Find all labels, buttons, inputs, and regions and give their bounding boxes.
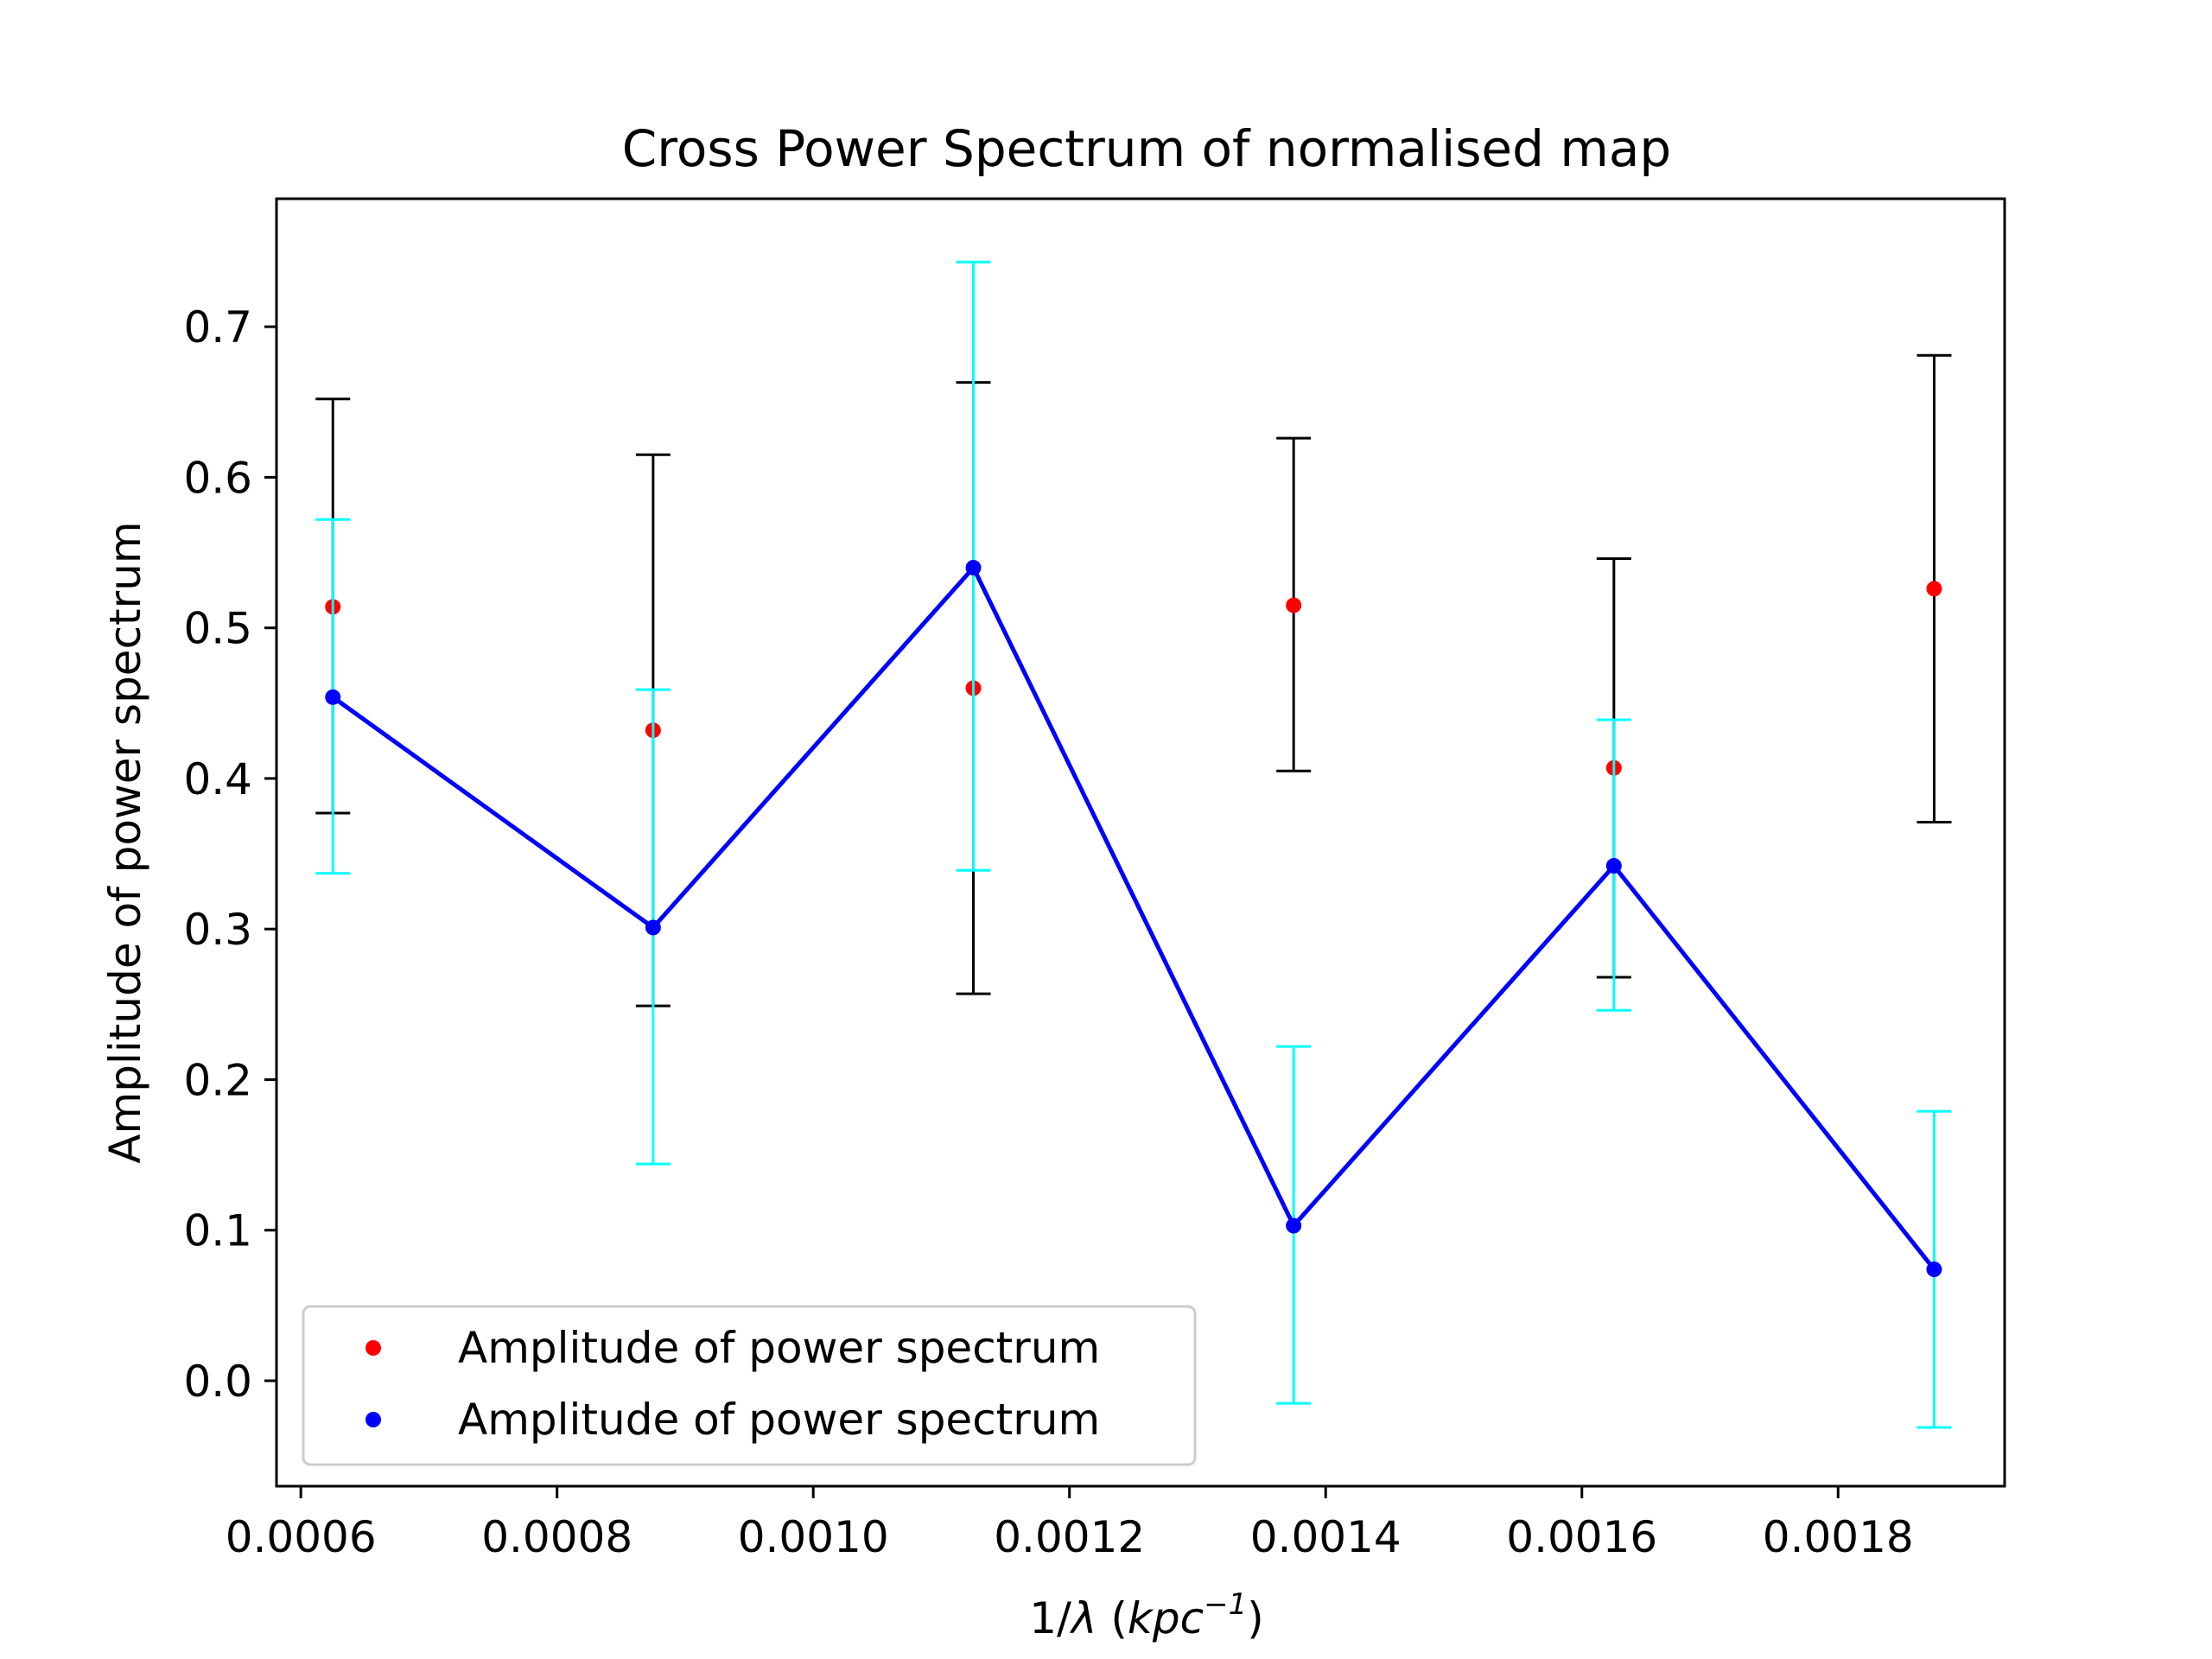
y-axis-label: Amplitude of power spectrum [100,521,150,1163]
legend-marker-red [365,1340,381,1356]
legend-label-red: Amplitude of power spectrum [458,1323,1100,1373]
chart-title: Cross Power Spectrum of normalised map [622,119,1671,178]
y-tick-label: 0.0 [183,1357,252,1407]
data-point [1605,858,1622,874]
legend-marker-blue [365,1412,381,1427]
y-tick-label: 0.3 [183,905,252,955]
y-tick-label: 0.7 [183,302,252,353]
axes-frame [275,197,2006,1488]
series-2 [315,260,1952,1429]
legend-frame [302,1305,1197,1466]
data-point [1926,1262,1942,1278]
y-tick-label: 0.5 [183,604,252,654]
data-point [645,919,661,936]
x-tick-label: 0.0016 [1506,1512,1657,1562]
x-tick-label: 0.0010 [738,1512,889,1562]
y-tick-label: 0.2 [183,1055,252,1105]
data-point [1286,597,1302,613]
data-point [1286,1217,1302,1234]
legend: Amplitude of power spectrum Amplitude of… [302,1305,1197,1466]
y-tick-label: 0.4 [183,754,252,804]
x-tick-label: 0.0006 [226,1512,377,1562]
data-point [1926,581,1942,597]
y-axis: 0.0 0.1 0.2 0.3 0.4 0.5 0.6 0.7 [183,302,276,1407]
data-point [325,689,341,705]
x-tick-label: 0.0008 [481,1512,632,1562]
x-tick-label: 0.0018 [1763,1512,1914,1562]
y-tick-label: 0.1 [183,1206,252,1256]
data-point [965,559,982,575]
y-tick-label: 0.6 [183,453,252,503]
x-axis-label: 1/λ (kpc−1) [1029,1587,1264,1643]
x-tick-label: 0.0014 [1250,1512,1402,1562]
plot-area [315,260,1952,1429]
x-axis: 0.0006 0.0008 0.0010 0.0012 0.0014 0.0016 0.00… [226,1486,1914,1562]
series-line [331,563,1936,1271]
x-tick-label: 0.0012 [994,1512,1145,1562]
legend-label-blue: Amplitude of power spectrum [458,1395,1100,1445]
